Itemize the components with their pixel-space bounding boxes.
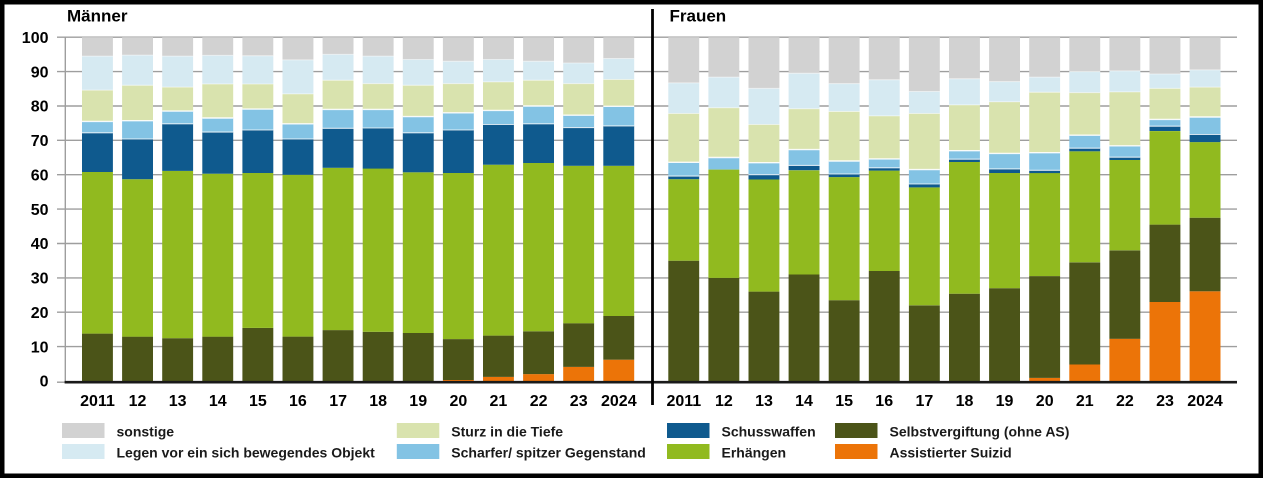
svg-text:100: 100: [22, 30, 49, 47]
svg-text:10: 10: [31, 339, 49, 356]
svg-text:17: 17: [916, 393, 934, 410]
svg-text:60: 60: [31, 167, 49, 184]
svg-text:Männer: Männer: [67, 7, 128, 26]
svg-text:30: 30: [31, 271, 49, 288]
svg-text:21: 21: [1076, 393, 1094, 410]
svg-text:2024: 2024: [601, 393, 637, 410]
svg-text:18: 18: [369, 393, 387, 410]
svg-text:90: 90: [31, 64, 49, 81]
svg-text:Legen vor ein sich bewegendes: Legen vor ein sich bewegendes Objekt: [117, 445, 376, 461]
svg-text:Selbstvergiftung (ohne AS): Selbstvergiftung (ohne AS): [890, 424, 1070, 440]
svg-text:0: 0: [40, 374, 49, 391]
svg-text:80: 80: [31, 99, 49, 116]
svg-text:12: 12: [129, 393, 147, 410]
svg-text:14: 14: [795, 393, 813, 410]
svg-text:Scharfer/ spitzer Gegenstand: Scharfer/ spitzer Gegenstand: [451, 445, 646, 461]
svg-text:13: 13: [169, 393, 187, 410]
svg-text:12: 12: [715, 393, 733, 410]
svg-text:20: 20: [31, 305, 49, 322]
svg-text:2011: 2011: [80, 393, 115, 410]
svg-text:17: 17: [329, 393, 347, 410]
svg-text:22: 22: [1116, 393, 1134, 410]
svg-text:Erhängen: Erhängen: [722, 445, 787, 461]
svg-text:23: 23: [1156, 393, 1174, 410]
svg-text:15: 15: [835, 393, 853, 410]
svg-text:20: 20: [1036, 393, 1054, 410]
svg-text:19: 19: [996, 393, 1014, 410]
svg-text:21: 21: [490, 393, 508, 410]
svg-text:16: 16: [875, 393, 893, 410]
svg-text:2024: 2024: [1187, 393, 1223, 410]
svg-text:40: 40: [31, 236, 49, 253]
svg-text:sonstige: sonstige: [117, 424, 175, 440]
svg-text:16: 16: [289, 393, 307, 410]
svg-text:Frauen: Frauen: [670, 7, 727, 26]
svg-text:50: 50: [31, 202, 49, 219]
svg-text:22: 22: [530, 393, 548, 410]
svg-text:70: 70: [31, 133, 49, 150]
svg-text:23: 23: [570, 393, 588, 410]
svg-text:Schusswaffen: Schusswaffen: [722, 424, 816, 440]
svg-text:13: 13: [755, 393, 773, 410]
svg-text:18: 18: [956, 393, 974, 410]
svg-text:19: 19: [409, 393, 427, 410]
svg-text:2011: 2011: [666, 393, 701, 410]
svg-text:Sturz in die Tiefe: Sturz in die Tiefe: [451, 424, 563, 440]
svg-text:14: 14: [209, 393, 227, 410]
svg-text:20: 20: [450, 393, 468, 410]
svg-text:Assistierter Suizid: Assistierter Suizid: [890, 445, 1012, 461]
svg-text:15: 15: [249, 393, 267, 410]
